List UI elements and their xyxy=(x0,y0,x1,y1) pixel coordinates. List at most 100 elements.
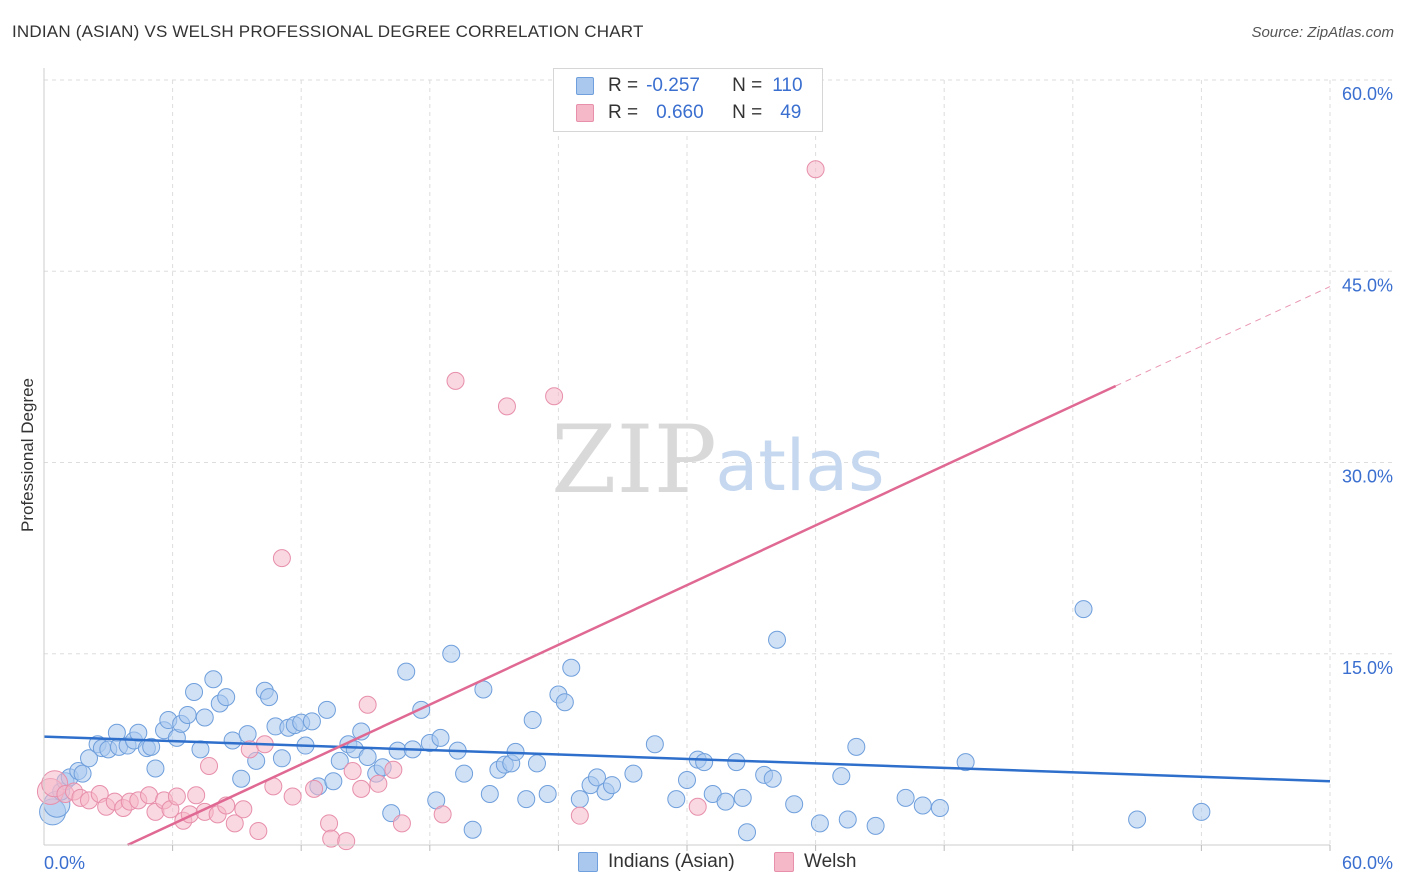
legend-swatch-pink xyxy=(576,104,594,122)
indian-point xyxy=(217,688,236,707)
y-tick-label: 45.0% xyxy=(1342,275,1393,295)
indian-point xyxy=(555,693,574,712)
welsh-point xyxy=(187,786,206,805)
legend-r-label: R = xyxy=(608,102,639,123)
indian-point xyxy=(570,790,589,809)
correlation-legend: R = -0.257 N = 110 R = 0.660 N = 49 xyxy=(553,68,823,132)
legend-swatch-blue xyxy=(576,77,594,95)
legend-row-welsh: R = 0.660 N = 49 xyxy=(576,101,801,125)
series-swatch-blue xyxy=(578,852,598,872)
indian-point xyxy=(866,816,885,835)
welsh-point xyxy=(320,814,339,833)
welsh-point xyxy=(369,774,388,793)
welsh-point xyxy=(343,762,362,781)
y-tick-label: 30.0% xyxy=(1342,467,1393,487)
indian-point xyxy=(185,683,204,701)
y-tick-label: 60.0% xyxy=(1342,84,1393,104)
watermark-zip: ZIP xyxy=(551,406,717,515)
indian-point xyxy=(455,764,474,783)
indian-point xyxy=(232,769,251,788)
indian-point xyxy=(847,737,866,756)
indian-point xyxy=(930,799,949,818)
indian-point xyxy=(358,748,377,767)
indian-point xyxy=(272,749,291,768)
welsh-point xyxy=(352,779,371,798)
series-legend-indians[interactable]: Indians (Asian) xyxy=(578,851,735,873)
y-axis-label: Professional Degree xyxy=(18,378,37,532)
indian-point xyxy=(129,723,148,742)
legend-r-value: 0.660 xyxy=(656,102,704,123)
welsh-point xyxy=(249,821,268,840)
welsh-trend-line xyxy=(127,384,1117,847)
indian-point xyxy=(538,785,557,803)
indian-point xyxy=(602,776,621,795)
legend-n-value: 110 xyxy=(772,75,803,96)
welsh-point xyxy=(806,160,825,179)
chart-title: INDIAN (ASIAN) VS WELSH PROFESSIONAL DEG… xyxy=(12,22,644,41)
indian-point xyxy=(442,644,461,663)
indian-point xyxy=(317,700,336,719)
indian-point xyxy=(810,814,829,833)
indian-point xyxy=(260,688,279,707)
indian-point xyxy=(73,764,92,783)
axis-layer: 15.0% 30.0% 45.0% 60.0% 0.0% 60.0% xyxy=(43,68,1393,873)
chart-source: Source: ZipAtlas.com xyxy=(1251,24,1394,41)
indian-point xyxy=(195,708,214,727)
indian-point xyxy=(324,772,343,791)
indian-point xyxy=(80,749,99,768)
welsh-point xyxy=(225,814,244,833)
welsh-point xyxy=(272,549,291,568)
indian-point xyxy=(388,741,407,760)
series-legend-welsh[interactable]: Welsh xyxy=(774,851,856,873)
indian-point xyxy=(204,670,223,689)
indian-point xyxy=(695,753,714,772)
indian-point xyxy=(431,728,450,747)
indian-point xyxy=(678,770,696,789)
welsh-point xyxy=(497,397,516,416)
welsh-point xyxy=(234,800,253,819)
indian-point xyxy=(738,823,757,842)
legend-n-label: N = xyxy=(732,75,763,96)
indian-point xyxy=(1128,810,1147,829)
indian-point xyxy=(146,759,165,778)
legend-r-label: R = xyxy=(608,75,639,96)
series-legend: Indians (Asian) Welsh xyxy=(0,851,1406,877)
indian-point xyxy=(330,751,349,770)
indian-point xyxy=(624,764,643,783)
indian-point xyxy=(523,711,542,730)
indian-point xyxy=(896,788,915,807)
welsh-point xyxy=(384,760,403,779)
welsh-point xyxy=(140,786,159,805)
indian-point xyxy=(716,792,735,811)
welsh-point xyxy=(446,371,465,390)
indian-point xyxy=(562,658,581,677)
welsh-trend-extension xyxy=(1115,286,1331,387)
legend-n-value: 49 xyxy=(780,102,802,123)
indian-point xyxy=(142,737,161,756)
indian-point xyxy=(178,705,197,724)
indian-point xyxy=(667,790,686,809)
indian-point xyxy=(527,754,546,773)
indian-point xyxy=(587,768,606,787)
series-swatch-pink xyxy=(774,852,794,872)
indian-point xyxy=(480,785,499,803)
indian-point xyxy=(763,769,782,788)
indian-point xyxy=(645,735,664,754)
indian-point xyxy=(733,788,752,807)
indian-point xyxy=(238,725,257,744)
y-tick-label: 15.0% xyxy=(1342,658,1393,678)
legend-r-value: -0.257 xyxy=(646,75,700,96)
indian-point xyxy=(1192,802,1211,821)
legend-n-label: N = xyxy=(732,102,763,123)
indian-point xyxy=(1074,600,1093,619)
watermark: ZIP atlas xyxy=(551,406,884,515)
indian-point xyxy=(956,753,975,772)
x-tick-label: 60.0% xyxy=(1342,853,1393,873)
grid-layer xyxy=(44,79,1392,845)
welsh-point xyxy=(392,814,411,833)
indian-point xyxy=(913,796,932,815)
indian-point xyxy=(517,790,536,809)
series-legend-label: Indians (Asian) xyxy=(608,851,735,872)
trend-layer xyxy=(43,286,1331,847)
